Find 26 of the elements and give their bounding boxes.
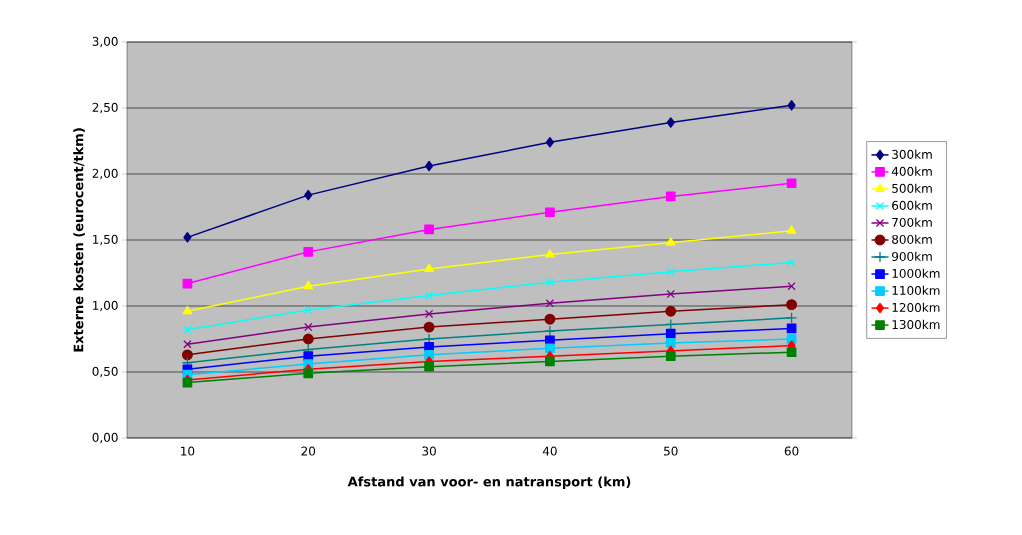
legend-label: 400km: [891, 166, 932, 176]
x-tick-label: 50: [664, 446, 678, 456]
x-axis-title: Afstand van voor- en natransport (km): [347, 476, 631, 490]
legend-label: 900km: [892, 251, 932, 261]
y-tick-label: 2,50: [92, 102, 118, 114]
y-tick-label: 1,50: [93, 234, 118, 246]
y-tick-label: 0,00: [92, 432, 118, 444]
legend-label: 300km: [892, 149, 932, 159]
x-tick-label: 60: [784, 446, 799, 456]
legend-label: 600km: [892, 200, 932, 210]
y-tick-label: 0,50: [92, 366, 118, 378]
y-tick-label: 3,00: [92, 36, 118, 48]
y-tick-label: 2,00: [92, 168, 118, 180]
x-tick-label: 30: [422, 446, 436, 456]
x-tick-label: 20: [301, 446, 316, 456]
legend-label: 800km: [892, 234, 932, 244]
legend-label: 1000km: [892, 268, 940, 279]
legend-label: 500km: [892, 183, 932, 193]
legend-label: 1100km: [892, 285, 940, 296]
legend-label: 700km: [892, 217, 932, 227]
legend-label: 1200km: [892, 302, 940, 313]
y-axis-title: Externe kosten (eurocent/tkm): [73, 128, 85, 352]
x-tick-label: 10: [181, 446, 195, 456]
legend-label: 1300km: [892, 319, 940, 330]
x-tick-label: 40: [542, 446, 557, 456]
y-tick-label: 1,00: [93, 300, 118, 312]
